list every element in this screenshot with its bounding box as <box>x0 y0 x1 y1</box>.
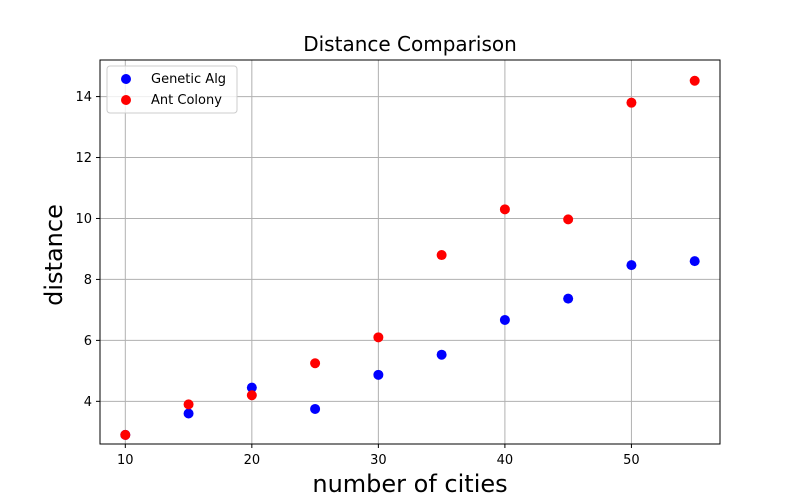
legend-box <box>106 65 238 114</box>
x-axis-ticks: 10 20 30 40 50 <box>117 444 640 468</box>
point-genetic-alg <box>626 260 637 271</box>
point-genetic-alg <box>436 349 447 360</box>
point-genetic-alg <box>499 314 510 325</box>
data-points <box>120 75 700 440</box>
point-genetic-alg <box>373 369 384 380</box>
y-tick-label: 6 <box>84 334 92 349</box>
legend: Genetic Alg Ant Colony <box>106 65 238 114</box>
x-tick-label: 10 <box>117 453 134 468</box>
x-tick-label: 50 <box>623 453 640 468</box>
point-ant-colony <box>689 75 700 86</box>
point-ant-colony <box>563 214 574 225</box>
y-axis-ticks: 4 6 8 10 12 14 <box>75 90 100 410</box>
y-tick-label: 12 <box>75 151 92 166</box>
legend-label-genetic-alg: Genetic Alg <box>151 72 226 87</box>
x-tick-label: 40 <box>497 453 514 468</box>
chart-title: Distance Comparison <box>303 32 517 56</box>
point-genetic-alg <box>183 408 194 419</box>
point-ant-colony <box>626 97 637 108</box>
x-axis-label: number of cities <box>312 470 507 498</box>
x-tick-label: 20 <box>244 453 261 468</box>
point-ant-colony <box>246 390 257 401</box>
point-ant-colony <box>310 358 321 369</box>
point-ant-colony <box>183 399 194 410</box>
y-tick-label: 8 <box>84 273 92 288</box>
point-ant-colony <box>436 250 447 261</box>
y-tick-label: 4 <box>84 395 92 410</box>
point-ant-colony <box>373 332 384 343</box>
grid-lines <box>100 60 720 444</box>
point-genetic-alg <box>563 293 574 304</box>
point-genetic-alg <box>310 403 321 414</box>
legend-marker-genetic-alg <box>121 74 131 84</box>
point-ant-colony <box>499 204 510 215</box>
legend-marker-ant-colony <box>121 95 131 105</box>
point-genetic-alg <box>689 256 700 267</box>
axes-frame <box>99 59 721 445</box>
y-tick-label: 10 <box>75 212 92 227</box>
x-tick-label: 30 <box>370 453 387 468</box>
y-tick-label: 14 <box>75 90 92 105</box>
legend-label-ant-colony: Ant Colony <box>151 93 222 108</box>
point-ant-colony <box>120 429 131 440</box>
y-axis-label: distance <box>40 204 68 306</box>
point-genetic-alg <box>246 382 257 393</box>
